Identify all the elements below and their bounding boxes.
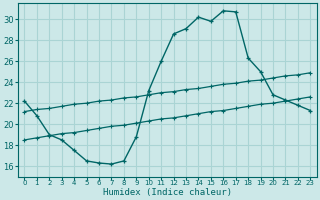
X-axis label: Humidex (Indice chaleur): Humidex (Indice chaleur) xyxy=(103,188,232,197)
